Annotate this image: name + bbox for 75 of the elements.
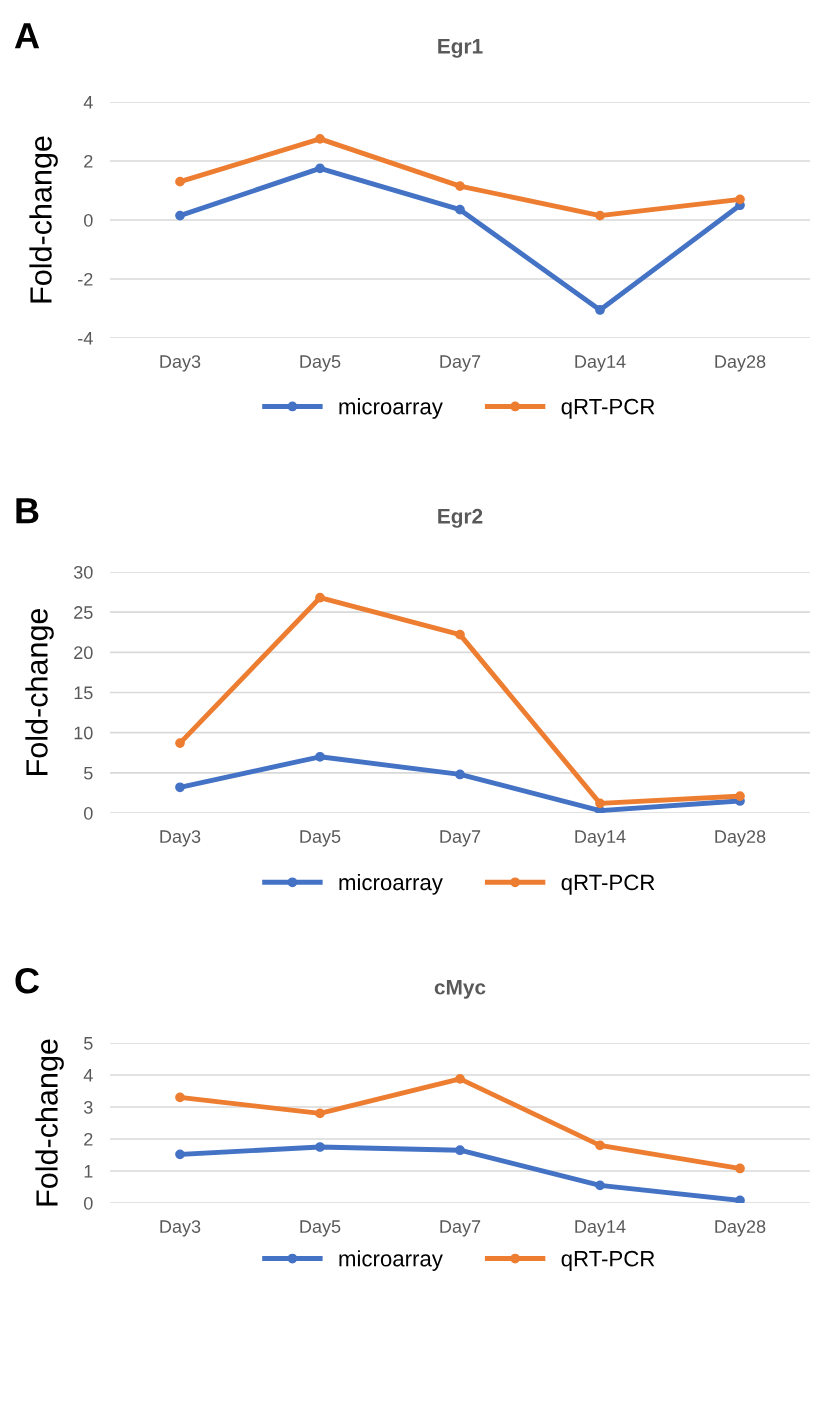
point (315, 163, 325, 174)
point (455, 1145, 465, 1156)
point (455, 629, 465, 640)
x-tick-label: Day7 (440, 830, 481, 847)
y-tick-label: -4 (78, 332, 93, 345)
y-axis-title: Fold-change (25, 608, 54, 775)
point (735, 791, 745, 801)
point (595, 1140, 605, 1151)
y-tick-label: 5 (84, 1037, 93, 1050)
y-axis-title: Fold-change (29, 136, 58, 303)
x-tick-label: Day7 (440, 355, 481, 372)
y-tick-label: 20 (74, 646, 93, 660)
y-tick-label: 0 (84, 1196, 93, 1210)
y-tick-label: 4 (83, 96, 93, 109)
point (595, 798, 605, 809)
y-tick-label: 2 (84, 154, 93, 168)
point (175, 210, 185, 221)
y-tick-label: 0 (84, 806, 93, 820)
x-tick-label: Day5 (300, 355, 341, 372)
point (315, 1142, 325, 1152)
point (315, 134, 325, 144)
text: A (14, 23, 40, 49)
point (455, 1073, 465, 1084)
y-tick-label: -2 (78, 272, 93, 286)
x-tick-label: Day3 (160, 355, 201, 372)
legend-label: qRT-PCR (561, 874, 655, 895)
point (175, 1149, 185, 1160)
legend-label: microarray (339, 1250, 443, 1271)
y-tick-label: 2 (84, 1132, 93, 1146)
point (175, 738, 185, 748)
x-tick-label: Day28 (715, 830, 766, 847)
x-tick-label: Day5 (300, 1220, 341, 1237)
point (315, 592, 325, 603)
point (455, 181, 465, 191)
legend-label: qRT-PCR (561, 1250, 655, 1271)
point (595, 1180, 605, 1191)
point (595, 305, 605, 315)
legend-label: qRT-PCR (561, 398, 655, 419)
point (735, 194, 745, 205)
x-tick-label: Day5 (300, 830, 341, 847)
x-tick-label: Day28 (715, 1220, 766, 1237)
y-tick-label: 3 (83, 1100, 93, 1114)
legend-label: microarray (339, 873, 443, 895)
point (315, 751, 325, 762)
y-axis-title: Fold-change (35, 1039, 64, 1206)
point (735, 1163, 745, 1174)
chart-title: cMyc (434, 980, 486, 999)
x-tick-label: Day14 (575, 830, 626, 847)
x-tick-label: Day3 (160, 1220, 201, 1237)
point (315, 1108, 325, 1119)
text: B (16, 498, 39, 524)
point (455, 769, 465, 780)
x-tick-label: Day14 (575, 355, 626, 372)
y-tick-label: 15 (74, 686, 93, 700)
point (175, 176, 185, 187)
y-tick-label: 30 (73, 565, 93, 579)
x-tick-label: Day14 (575, 1220, 626, 1237)
point (175, 1092, 185, 1103)
chart-title: Egr2 (438, 508, 483, 528)
text: C (15, 967, 40, 994)
x-tick-label: Day28 (715, 355, 766, 372)
y-tick-label: 1 (84, 1165, 93, 1178)
point (595, 210, 605, 221)
y-tick-label: 4 (83, 1069, 93, 1082)
point (455, 204, 465, 215)
point (175, 782, 185, 793)
y-tick-label: 25 (74, 606, 93, 619)
x-tick-label: Day3 (160, 830, 201, 847)
y-tick-label: 10 (74, 726, 93, 740)
x-tick-label: Day7 (440, 1220, 481, 1237)
y-tick-label: 5 (84, 766, 93, 780)
point (735, 1195, 745, 1203)
legend-label: microarray (339, 398, 443, 419)
y-tick-label: 0 (84, 213, 93, 227)
chart-title: Egr1 (438, 39, 483, 58)
